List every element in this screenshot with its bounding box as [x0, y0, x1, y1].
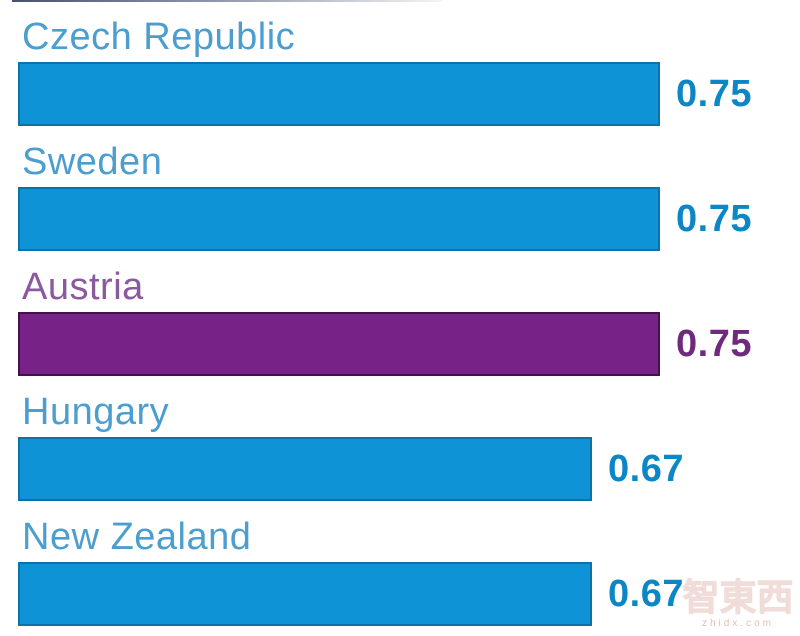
bar-line: 0.67	[18, 562, 800, 626]
bar	[18, 437, 592, 501]
value-label: 0.67	[608, 448, 684, 490]
chart-row-new-zealand: New Zealand 0.67	[0, 514, 800, 636]
category-label: Czech Republic	[22, 16, 296, 58]
chart-row-czech-republic: Czech Republic 0.75	[0, 14, 800, 139]
bar	[18, 562, 592, 626]
chart-plot-area: Czech Republic 0.75 Sweden 0.75 Austria …	[0, 14, 800, 636]
category-label: Sweden	[22, 141, 163, 183]
bar-line: 0.75	[18, 62, 800, 126]
bar-line: 0.75	[18, 187, 800, 251]
category-label: Austria	[22, 266, 144, 308]
category-label: New Zealand	[22, 516, 252, 558]
bar-line: 0.75	[18, 312, 800, 376]
value-label: 0.67	[608, 573, 684, 615]
category-label: Hungary	[22, 391, 170, 433]
bar-line: 0.67	[18, 437, 800, 501]
chart-row-hungary: Hungary 0.67	[0, 389, 800, 514]
cropped-title-remnant-line	[12, 0, 442, 2]
bar	[18, 187, 660, 251]
value-label: 0.75	[676, 323, 752, 365]
value-label: 0.75	[676, 73, 752, 115]
chart-row-sweden: Sweden 0.75	[0, 139, 800, 264]
value-label: 0.75	[676, 198, 752, 240]
bar	[18, 62, 660, 126]
bar-highlighted	[18, 312, 660, 376]
chart-row-austria-highlighted: Austria 0.75	[0, 264, 800, 389]
